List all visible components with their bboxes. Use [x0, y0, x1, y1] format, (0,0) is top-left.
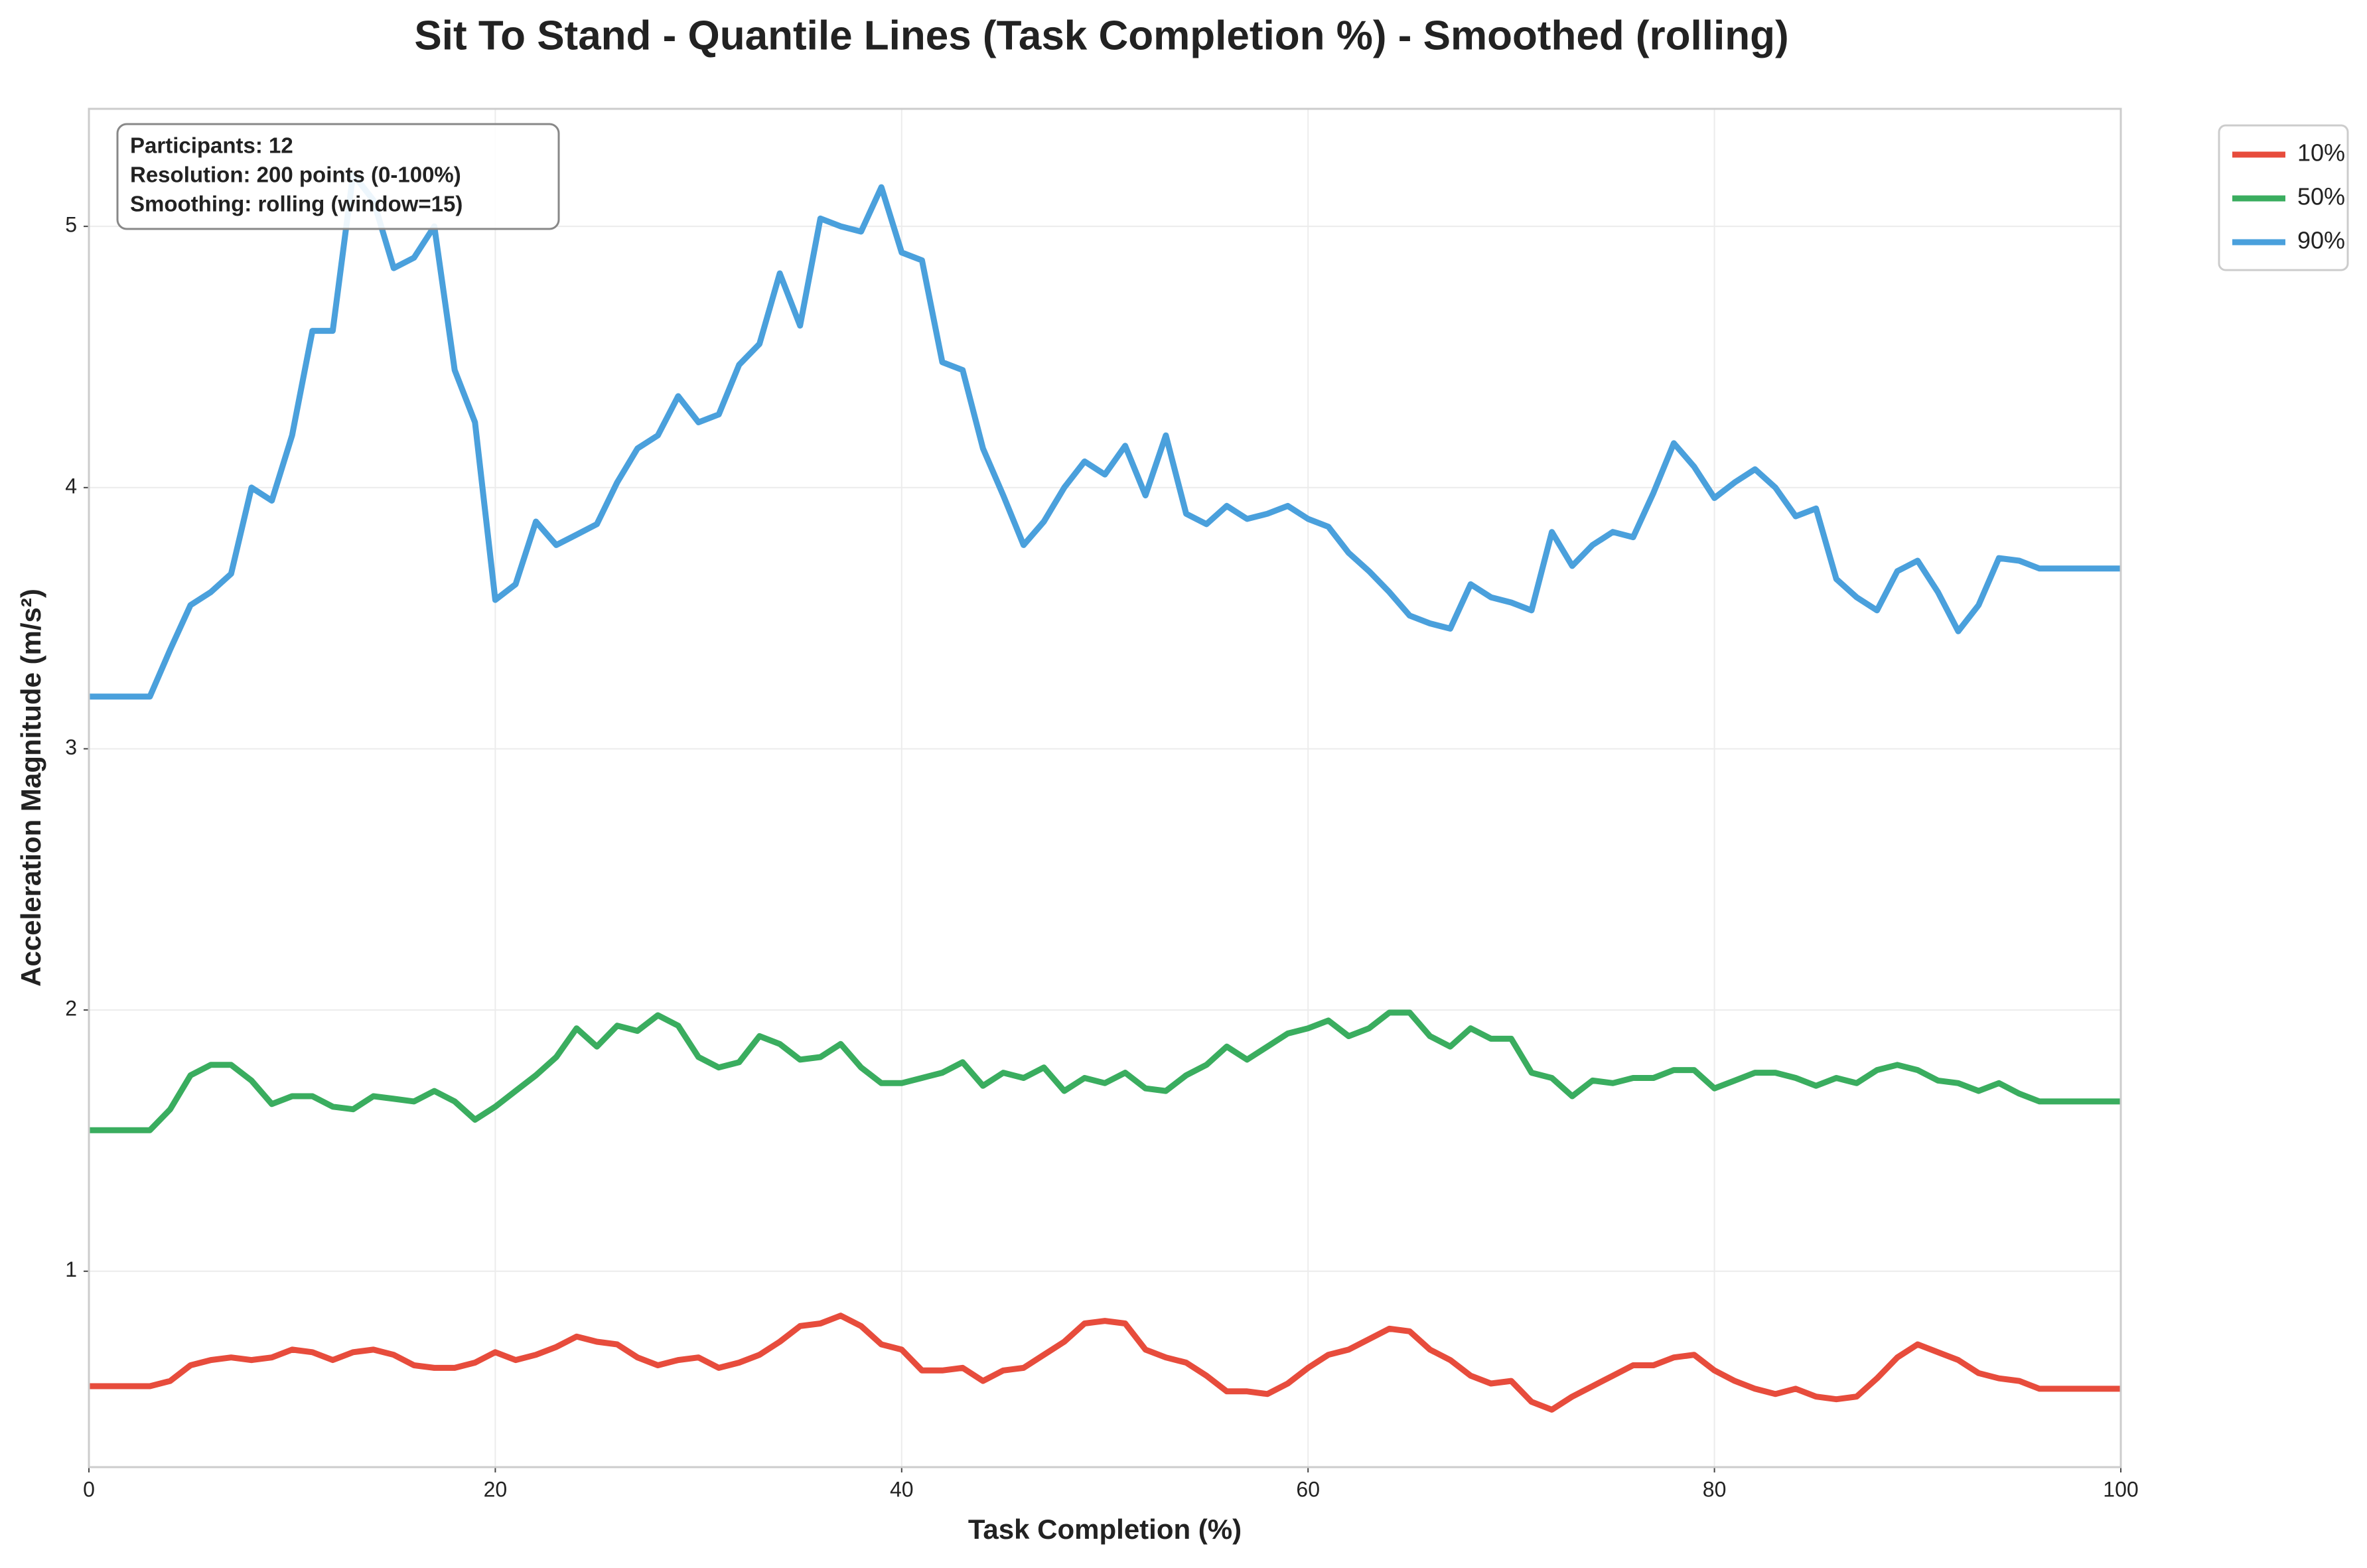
plot-frame [88, 107, 2122, 1468]
x-tick-label: 20 [484, 1477, 508, 1501]
x-tick-label: 100 [2103, 1477, 2138, 1501]
y-tick-label: 3 [65, 735, 77, 759]
x-tick-label: 0 [83, 1477, 95, 1501]
y-tick-label: 2 [65, 997, 77, 1021]
y-axis-label: Acceleration Magnitude (m/s²) [15, 589, 46, 987]
x-tick-label: 80 [1703, 1477, 1727, 1501]
annotation-text: Participants: 12 [130, 133, 293, 158]
x-tick-label: 40 [890, 1477, 914, 1501]
quantile-line [89, 1313, 2121, 1413]
legend-label: 90% [2297, 227, 2345, 254]
y-tick-label: 4 [65, 474, 77, 498]
x-axis-label: Task Completion (%) [968, 1514, 1242, 1545]
quantile-line [89, 171, 2121, 700]
chart-title: Sit To Stand - Quantile Lines (Task Comp… [414, 13, 1788, 58]
x-tick-label: 60 [1296, 1477, 1320, 1501]
annotation-text: Smoothing: rolling (window=15) [130, 192, 463, 216]
annotation-box [116, 123, 560, 230]
y-tick-label: 1 [65, 1257, 77, 1281]
annotation-text: Resolution: 200 points (0-100%) [130, 163, 461, 187]
legend-label: 50% [2297, 183, 2345, 210]
y-tick-label: 5 [65, 213, 77, 237]
quantile-line [89, 1009, 2121, 1133]
legend-label: 10% [2297, 139, 2345, 167]
